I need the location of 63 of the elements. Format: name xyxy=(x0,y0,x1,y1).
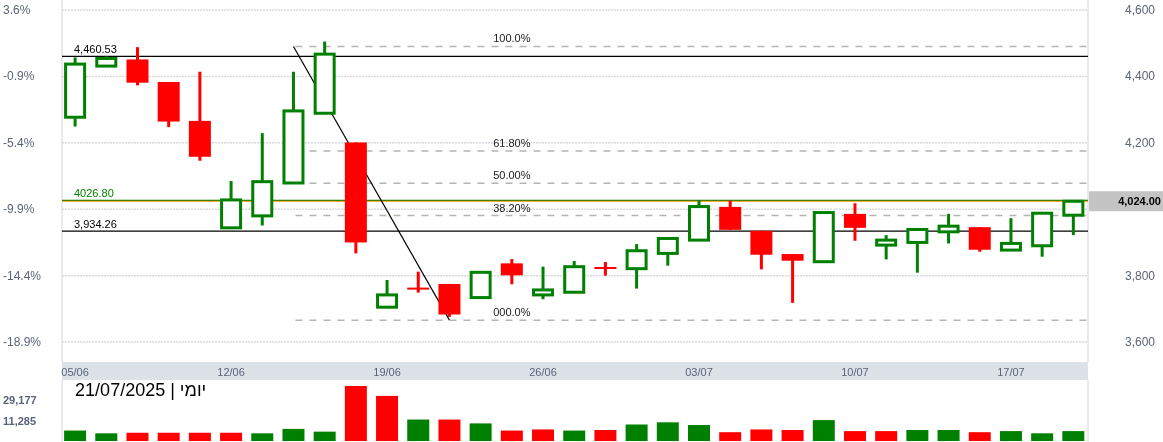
text: 11,285 xyxy=(3,415,37,427)
y-tick-label: 3,600 xyxy=(1124,335,1156,350)
bar xyxy=(64,430,87,441)
annotation: 000.0% xyxy=(493,306,531,319)
bar xyxy=(656,422,679,441)
bar xyxy=(1062,431,1085,441)
bar xyxy=(407,419,430,441)
bar xyxy=(126,432,149,441)
bar xyxy=(875,431,898,441)
bar xyxy=(594,430,617,441)
bar xyxy=(188,432,211,441)
bar xyxy=(688,425,710,441)
bar xyxy=(313,431,336,441)
bar xyxy=(1031,433,1054,441)
x-tick-label: 03/07 xyxy=(685,366,713,378)
ref-line-label: 3,934.26 xyxy=(74,218,117,231)
y2-tick-label: 3.6% xyxy=(3,3,31,18)
y-tick-label: 3,800 xyxy=(1124,268,1156,283)
y-tick-label: 4,200 xyxy=(1124,135,1156,150)
y2-tick-label: -14.4% xyxy=(3,268,42,283)
bar xyxy=(843,431,866,441)
y2-tick-label: -9.9% xyxy=(3,202,35,217)
bar xyxy=(251,433,274,441)
bar xyxy=(282,428,305,441)
bar xyxy=(532,429,555,441)
bar xyxy=(999,431,1022,441)
y2-tick-label: -0.9% xyxy=(3,69,35,84)
chart-title: יומי | 21/07/2025 xyxy=(75,380,207,400)
y2-tick-label: -18.9% xyxy=(3,334,42,349)
bar xyxy=(220,432,243,441)
bar xyxy=(625,424,648,441)
annotation: 61.80% xyxy=(493,137,531,150)
bar xyxy=(781,430,804,441)
bar xyxy=(812,420,835,441)
bar xyxy=(344,386,367,441)
bar xyxy=(906,430,929,441)
y-tick-label: 4,400 xyxy=(1124,69,1156,84)
y2-tick-label: -5.4% xyxy=(3,135,35,150)
x-tick-label: 19/06 xyxy=(373,366,401,378)
annotation: 50.00% xyxy=(493,169,531,182)
ref-line-label: 4,460.53 xyxy=(74,43,117,56)
bar xyxy=(157,432,180,441)
bar xyxy=(719,432,742,441)
x-tick-label: 10/07 xyxy=(841,366,869,378)
bar xyxy=(500,430,523,441)
bar xyxy=(469,423,492,441)
annotation: 38.20% xyxy=(493,201,531,214)
text: 29,177 xyxy=(3,394,37,406)
x-tick-label: 05/06 xyxy=(61,366,89,378)
ref-line-label: 4026.80 xyxy=(74,187,114,200)
bar xyxy=(563,430,586,441)
bar xyxy=(438,419,461,441)
y-tick-label: 4,600 xyxy=(1124,2,1156,17)
annotation: 100.0% xyxy=(493,32,531,45)
bar xyxy=(376,395,399,441)
bar xyxy=(968,432,991,441)
bar xyxy=(95,433,118,441)
x-tick-label: 26/06 xyxy=(529,366,557,378)
bar xyxy=(750,429,773,441)
bar xyxy=(937,430,960,441)
x-tick-label: 12/06 xyxy=(217,366,245,378)
text: 4,024.00 xyxy=(1118,195,1161,208)
x-tick-label: 17/07 xyxy=(997,366,1025,378)
